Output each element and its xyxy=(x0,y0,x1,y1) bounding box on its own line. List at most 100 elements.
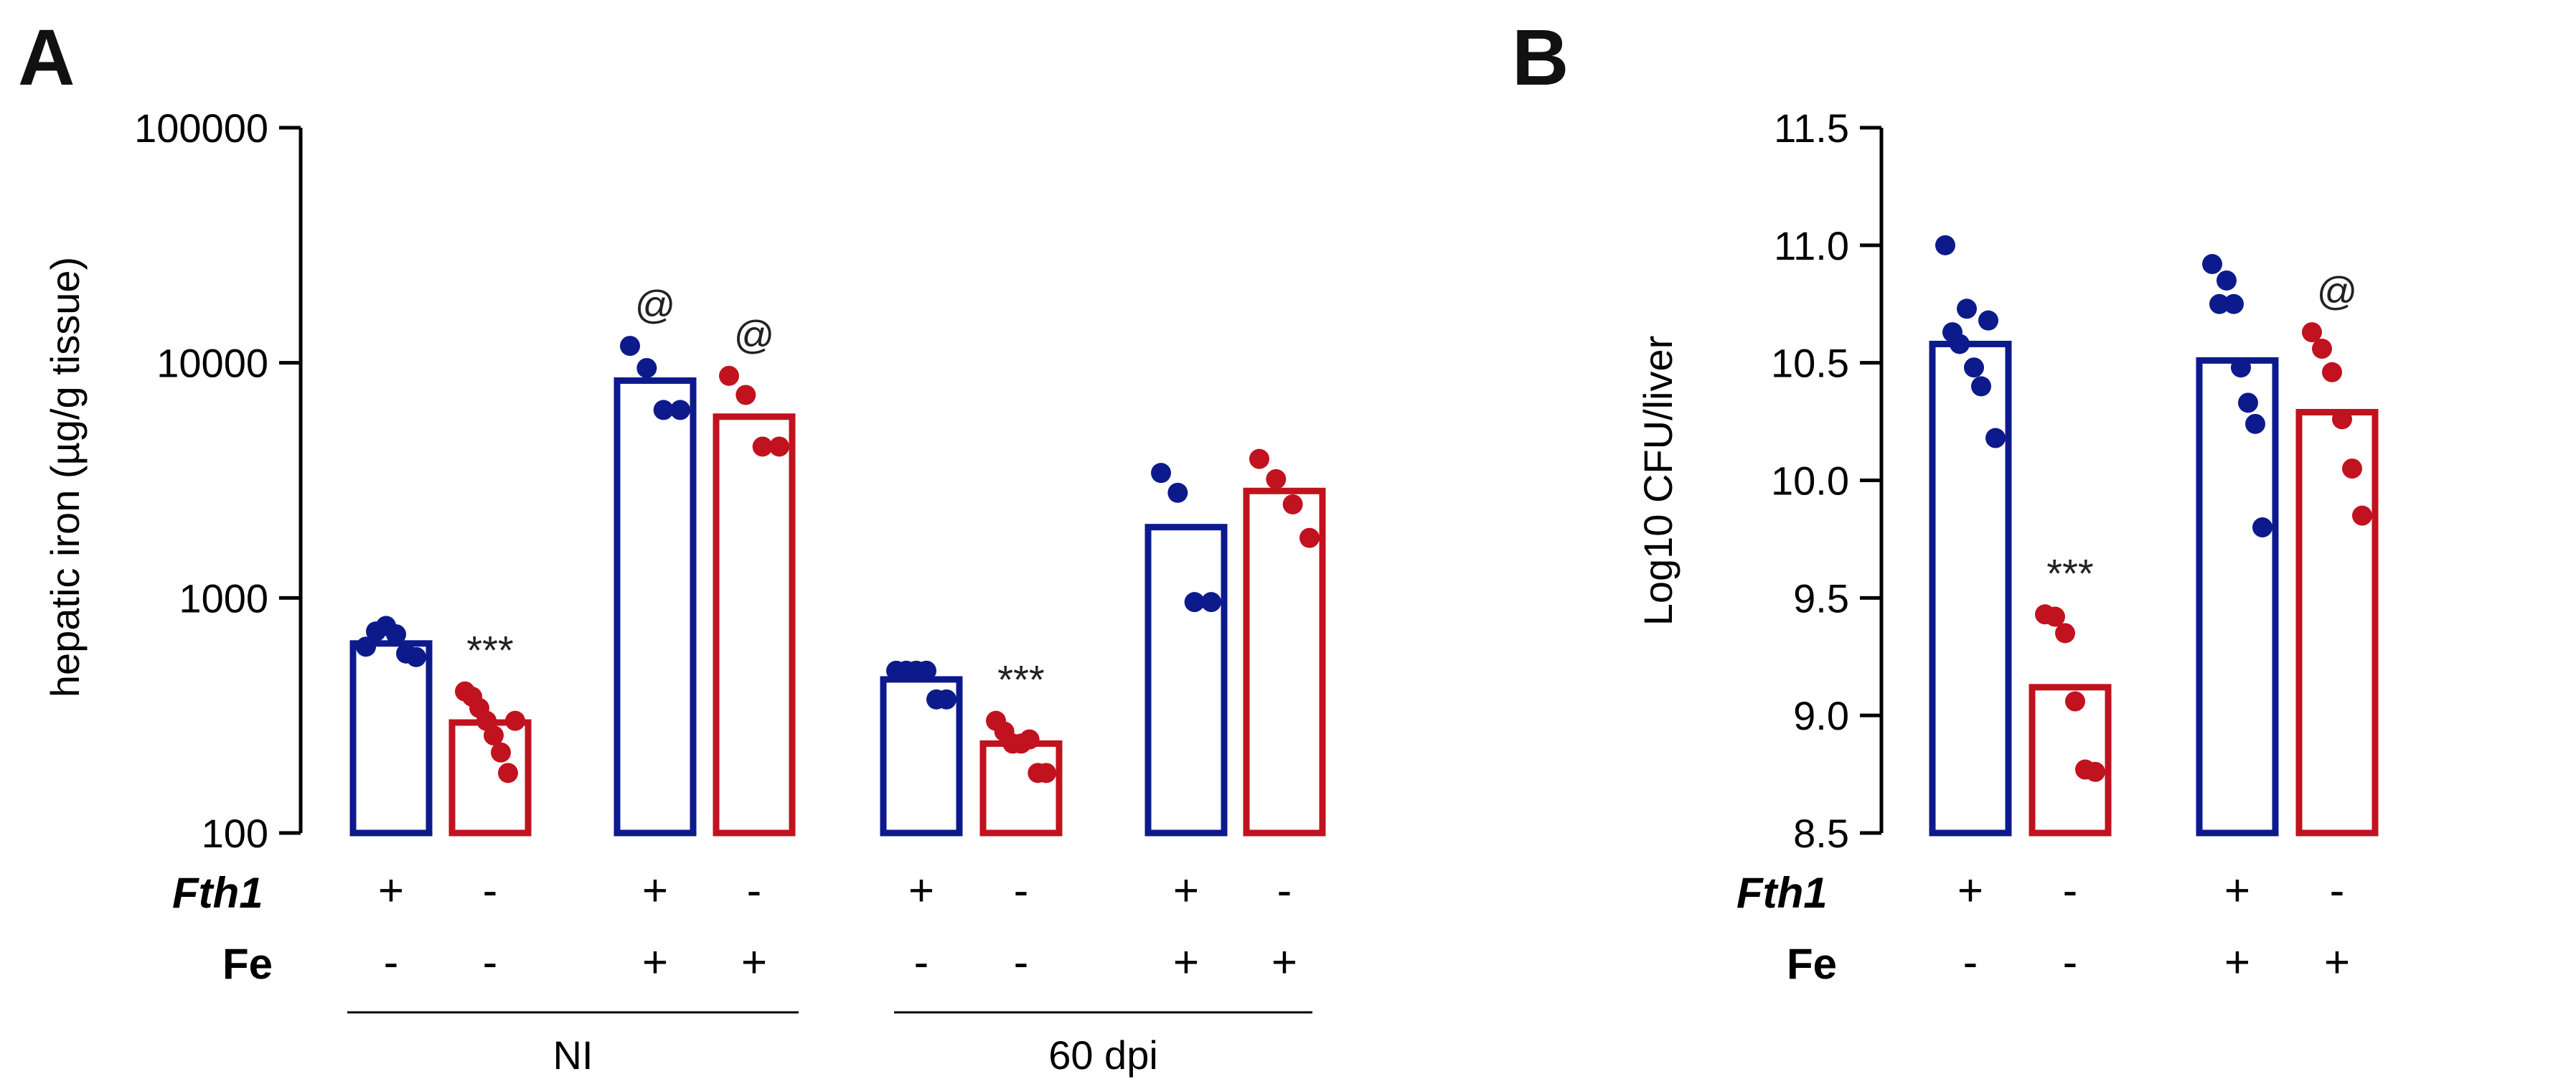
data-point xyxy=(1151,463,1171,484)
panel-b-points xyxy=(1935,235,2372,782)
fth1-sign: - xyxy=(1014,866,1029,916)
bar xyxy=(1144,524,1228,837)
panel-a-fe-header: Fe xyxy=(222,940,273,988)
data-point xyxy=(2231,357,2251,378)
data-point xyxy=(2202,254,2222,275)
bar xyxy=(349,640,433,837)
data-point xyxy=(653,400,674,420)
data-point xyxy=(1935,235,1955,255)
panel-a-condition-signs: + - - - + + - + + - - - + + - + xyxy=(378,866,1297,987)
panel-b-condition-signs: + - - - + + - + xyxy=(1957,866,2350,987)
data-point xyxy=(936,689,956,710)
data-point xyxy=(484,725,504,746)
y-tick-label: 1000 xyxy=(179,575,268,621)
y-tick-label: 9.5 xyxy=(1793,575,1849,621)
panel-a-annotations: *** @ @ *** xyxy=(466,282,1044,702)
data-point xyxy=(2342,458,2362,479)
data-point xyxy=(2085,761,2105,782)
y-tick-label: 10000 xyxy=(156,341,268,386)
data-point xyxy=(2312,339,2332,359)
panel-a-fth1-header: Fth1 xyxy=(172,869,263,917)
panel-b-bars xyxy=(1929,340,2379,837)
data-point xyxy=(2217,270,2237,291)
data-point xyxy=(916,660,936,681)
data-point xyxy=(1201,592,1221,613)
significance-annotation: @ xyxy=(734,312,775,357)
data-point xyxy=(2322,362,2342,382)
fe-sign: - xyxy=(483,938,498,987)
data-point xyxy=(498,763,518,783)
data-point xyxy=(620,336,640,357)
bar xyxy=(2196,357,2279,837)
panel-a-bars xyxy=(349,377,1326,837)
fe-sign: + xyxy=(1173,938,1199,987)
data-point xyxy=(769,436,789,457)
data-point xyxy=(1971,376,1991,397)
fe-sign: + xyxy=(741,938,767,987)
fth1-sign: + xyxy=(642,866,668,916)
bar xyxy=(1243,487,1326,837)
data-point xyxy=(2352,505,2372,526)
bar xyxy=(1929,340,2012,837)
panel-b-fe-header: Fe xyxy=(1787,940,1837,988)
data-point xyxy=(2302,322,2322,343)
data-point xyxy=(1985,428,2006,448)
fth1-sign: + xyxy=(1173,866,1199,916)
data-point xyxy=(1167,482,1188,503)
fe-sign: + xyxy=(2224,938,2250,987)
data-point xyxy=(1950,334,1970,354)
data-point xyxy=(2332,409,2352,430)
y-tick-label: 10.0 xyxy=(1771,458,1849,504)
y-tick-label: 8.5 xyxy=(1793,811,1849,856)
fth1-sign: + xyxy=(378,866,404,916)
fe-sign: + xyxy=(642,938,668,987)
panel-a-label: A xyxy=(18,14,75,102)
data-point xyxy=(1019,729,1040,750)
data-point xyxy=(1266,469,1287,489)
significance-annotation: *** xyxy=(997,657,1044,702)
fth1-sign: - xyxy=(747,866,762,916)
y-tick-label: 11.0 xyxy=(1774,223,1849,268)
panel-b-y-axis-label: Log10 CFU/liver xyxy=(1635,336,1680,626)
panel-a-group-labels: NI 60 dpi xyxy=(347,1011,1312,1078)
panel-b-y-ticks: 8.5 9.0 9.5 10.0 10.5 11.0 11.5 xyxy=(1771,105,1881,856)
fe-sign: + xyxy=(2324,938,2350,987)
panel-b: B Log10 CFU/liver 8.5 9.0 9.5 10.0 10.5 11.0 1… xyxy=(1512,14,2379,988)
fth1-sign: + xyxy=(1957,866,1983,916)
data-point xyxy=(2245,413,2265,434)
data-point xyxy=(406,646,426,667)
data-point xyxy=(1282,494,1303,514)
panel-a-points xyxy=(356,336,1320,783)
bar xyxy=(979,740,1063,837)
data-point xyxy=(1036,763,1056,783)
y-tick-label: 11.5 xyxy=(1774,105,1849,151)
y-tick-label: 10.5 xyxy=(1771,341,1849,386)
fe-sign: - xyxy=(384,938,399,987)
bar xyxy=(614,377,697,837)
y-tick-label: 100 xyxy=(202,811,268,856)
group-label: 60 dpi xyxy=(1048,1032,1158,1078)
fe-sign: - xyxy=(1014,938,1029,987)
y-tick-label: 100000 xyxy=(134,105,268,151)
significance-annotation: *** xyxy=(2046,550,2093,596)
bar xyxy=(713,413,796,837)
fth1-sign: + xyxy=(908,866,934,916)
data-point xyxy=(491,742,511,763)
y-tick-label: 9.0 xyxy=(1793,693,1849,738)
panel-a: A hepatic iron (µg/g tissue) 100 1000 1000… xyxy=(18,14,1326,1078)
bar xyxy=(2029,684,2112,837)
group-label: NI xyxy=(553,1032,593,1078)
data-point xyxy=(386,624,406,645)
data-point xyxy=(1957,298,1977,319)
data-point xyxy=(1978,310,1998,331)
data-point xyxy=(735,385,756,405)
data-point xyxy=(670,400,690,420)
data-point xyxy=(505,710,525,731)
panel-a-y-axis-label: hepatic iron (µg/g tissue) xyxy=(42,257,88,697)
data-point xyxy=(1964,357,1984,378)
data-point xyxy=(2045,606,2065,627)
data-point xyxy=(752,436,773,457)
fe-sign: - xyxy=(1963,938,1978,987)
fe-sign: - xyxy=(914,938,929,987)
